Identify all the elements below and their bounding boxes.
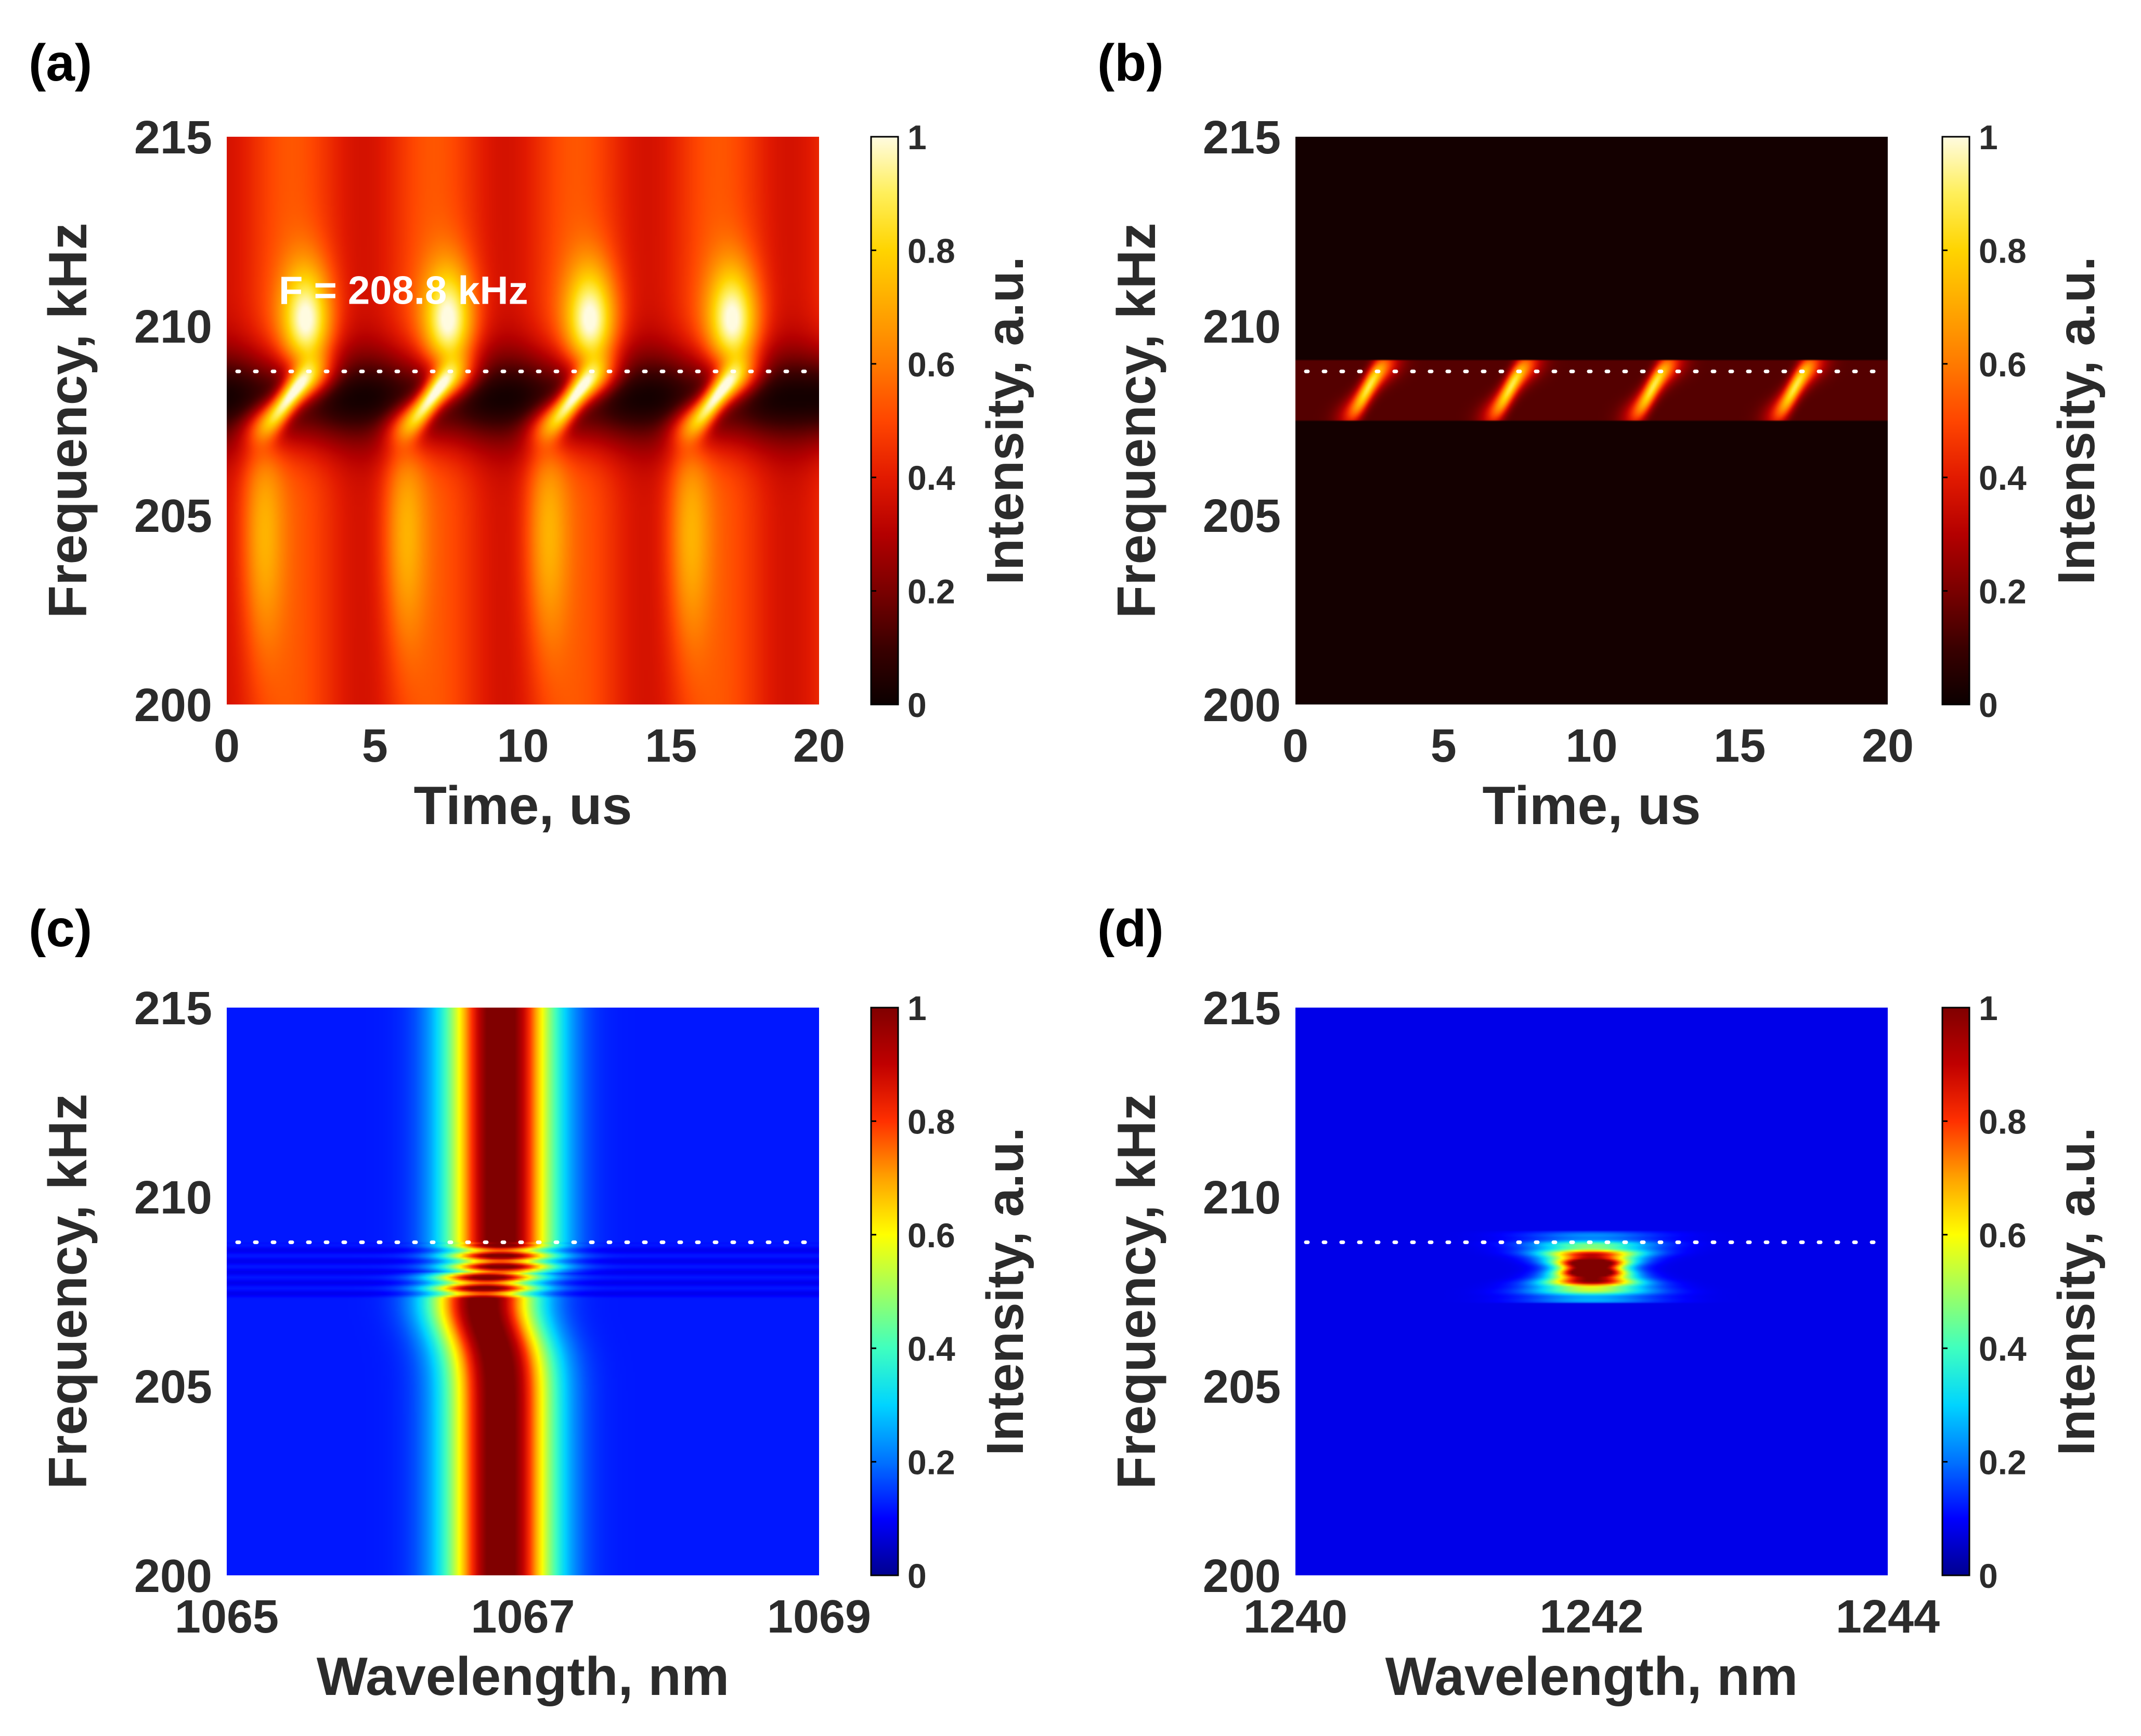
heatmap-image	[1295, 1008, 1888, 1575]
heatmap-image	[227, 1008, 819, 1575]
x-tick-label: 10	[1565, 720, 1617, 772]
x-axis-title: Wavelength, nm	[317, 1647, 730, 1707]
x-tick-label: 15	[1714, 720, 1766, 772]
colorbar-tick-label: 0.6	[1979, 345, 2027, 384]
y-tick-label: 205	[1203, 1361, 1281, 1413]
colorbar-tick-label: 0.6	[907, 345, 955, 384]
x-axis-title: Time, us	[413, 776, 632, 836]
y-tick-label: 210	[1203, 301, 1281, 353]
x-tick-label: 1244	[1836, 1591, 1940, 1643]
colorbar-tick-label: 0.4	[907, 459, 955, 497]
x-tick-label: 10	[497, 720, 549, 772]
x-tick-label: 0	[1282, 720, 1308, 772]
heatmap-image	[227, 137, 819, 704]
colorbar-tick-label: 0.2	[1979, 1443, 2027, 1482]
colorbar-title: Intensity, a.u.	[976, 256, 1034, 585]
y-tick-label: 200	[134, 680, 212, 732]
x-tick-label: 5	[362, 720, 388, 772]
y-tick-label: 215	[134, 983, 212, 1035]
y-tick-label: 210	[134, 301, 212, 353]
colorbar-tick-label: 1	[1979, 118, 1998, 156]
x-axis-title: Wavelength, nm	[1385, 1647, 1798, 1707]
colorbar-tick-label: 0.8	[1979, 1102, 2027, 1141]
colorbar-tick-label: 0	[1979, 686, 1998, 724]
x-tick-label: 20	[793, 720, 845, 772]
colorbar-tick-label: 0.6	[1979, 1216, 2027, 1255]
colorbar-tick-label: 1	[907, 989, 927, 1027]
colorbar-tick-label: 0	[907, 1557, 927, 1595]
y-tick-label: 215	[134, 112, 212, 164]
y-tick-label: 205	[1203, 490, 1281, 542]
colorbar-tick-label: 0.2	[907, 572, 955, 611]
y-tick-label: 210	[1203, 1172, 1281, 1224]
y-tick-label: 200	[1203, 680, 1281, 732]
frequency-annotation: F = 208.8 kHz	[279, 268, 528, 312]
colorbar-title: Intensity, a.u.	[2047, 1127, 2106, 1456]
colorbar-tick-label: 0.4	[907, 1329, 955, 1368]
colorbar	[870, 1007, 899, 1576]
colorbar	[1941, 136, 1970, 706]
panel-label: (d)	[1097, 899, 1164, 958]
x-tick-label: 1242	[1539, 1591, 1643, 1643]
heatmap-image	[1295, 137, 1888, 704]
colorbar-tick-label: 1	[907, 118, 927, 156]
colorbar-tick-label: 1	[1979, 989, 1998, 1027]
colorbar-tick-label: 0.8	[907, 231, 955, 270]
colorbar-title: Intensity, a.u.	[976, 1127, 1034, 1456]
y-axis-title: Frequency, kHz	[38, 223, 98, 619]
colorbar-tick-label: 0.8	[907, 1102, 955, 1141]
panel-label: (b)	[1097, 34, 1164, 92]
colorbar-tick-label: 0.4	[1979, 1329, 2027, 1368]
colorbar-tick-label: 0.6	[907, 1216, 955, 1255]
x-tick-label: 1240	[1243, 1591, 1347, 1643]
colorbar-title: Intensity, a.u.	[2047, 256, 2106, 585]
panel-label: (c)	[29, 899, 92, 958]
panel-label: (a)	[29, 34, 92, 92]
colorbar	[1941, 1007, 1970, 1576]
y-axis-title: Frequency, kHz	[38, 1094, 98, 1490]
colorbar-tick-label: 0	[907, 686, 927, 724]
x-tick-label: 0	[214, 720, 240, 772]
y-tick-label: 205	[134, 1361, 212, 1413]
y-tick-label: 205	[134, 490, 212, 542]
x-axis-title: Time, us	[1482, 776, 1701, 836]
colorbar-tick-label: 0.4	[1979, 459, 2027, 497]
x-tick-label: 1069	[767, 1591, 871, 1643]
y-axis-title: Frequency, kHz	[1107, 223, 1167, 619]
y-axis-title: Frequency, kHz	[1107, 1094, 1167, 1490]
colorbar-tick-label: 0.8	[1979, 231, 2027, 270]
y-tick-label: 200	[134, 1550, 212, 1602]
y-tick-label: 210	[134, 1172, 212, 1224]
x-tick-label: 5	[1431, 720, 1457, 772]
colorbar	[870, 136, 899, 706]
y-tick-label: 215	[1203, 983, 1281, 1035]
colorbar-tick-label: 0.2	[1979, 572, 2027, 611]
x-tick-label: 1067	[471, 1591, 575, 1643]
x-tick-label: 1065	[175, 1591, 279, 1643]
x-tick-label: 15	[645, 720, 697, 772]
colorbar-tick-label: 0	[1979, 1557, 1998, 1595]
y-tick-label: 200	[1203, 1550, 1281, 1602]
x-tick-label: 20	[1862, 720, 1914, 772]
y-tick-label: 215	[1203, 112, 1281, 164]
colorbar-tick-label: 0.2	[907, 1443, 955, 1482]
